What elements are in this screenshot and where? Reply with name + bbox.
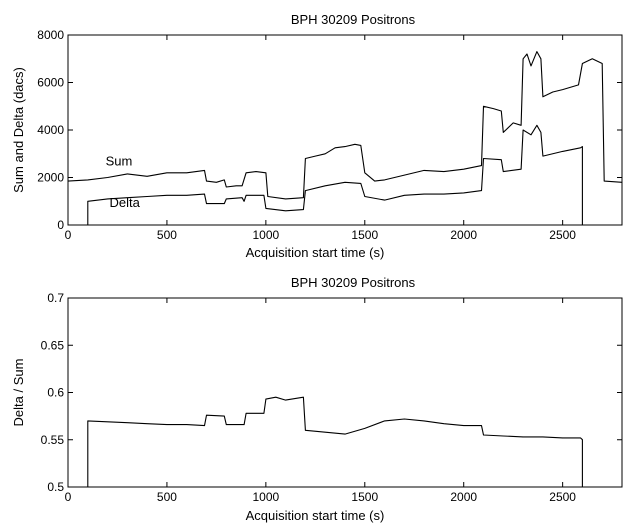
y-tick-label: 0.5: [47, 480, 64, 494]
chart-panel-2: [67, 297, 623, 488]
x-tick-label: 1000: [253, 228, 280, 242]
y-tick-label: 4000: [37, 123, 64, 137]
x-tick-label: 500: [157, 228, 177, 242]
x-tick-label: 2500: [549, 490, 576, 504]
x-tick-label: 0: [65, 490, 72, 504]
x-axis-label: Acquisition start time (s): [246, 245, 385, 260]
y-tick-label: 0.65: [41, 338, 65, 352]
x-tick-label: 2500: [549, 228, 576, 242]
series-line-delta: [87, 124, 583, 225]
series-line-sum: [67, 51, 623, 200]
x-tick-label: 1500: [351, 490, 378, 504]
series-annotation-delta: Delta: [110, 195, 141, 210]
y-tick-label: 2000: [37, 171, 64, 185]
chart-title: BPH 30209 Positrons: [291, 275, 416, 290]
y-tick-label: 6000: [37, 76, 64, 90]
y-tick-label: 8000: [37, 28, 64, 42]
x-tick-label: 2000: [450, 228, 477, 242]
y-axis-label: Sum and Delta (dacs): [11, 67, 26, 193]
y-tick-label: 0.55: [41, 433, 65, 447]
x-tick-label: 0: [65, 228, 72, 242]
y-tick-label: 0.7: [47, 291, 64, 305]
series-annotation-sum: Sum: [106, 154, 133, 169]
x-axis-label: Acquisition start time (s): [246, 508, 385, 523]
chart-panel-1: [67, 34, 623, 226]
y-tick-label: 0: [57, 218, 64, 232]
y-axis-label: Delta / Sum: [11, 359, 26, 427]
x-tick-label: 500: [157, 490, 177, 504]
series-line-delta-sum: [87, 396, 583, 487]
x-tick-label: 2000: [450, 490, 477, 504]
x-tick-label: 1000: [253, 490, 280, 504]
chart-title: BPH 30209 Positrons: [291, 12, 416, 27]
x-tick-label: 1500: [351, 228, 378, 242]
y-tick-label: 0.6: [47, 386, 64, 400]
plot-frame: [67, 297, 623, 488]
